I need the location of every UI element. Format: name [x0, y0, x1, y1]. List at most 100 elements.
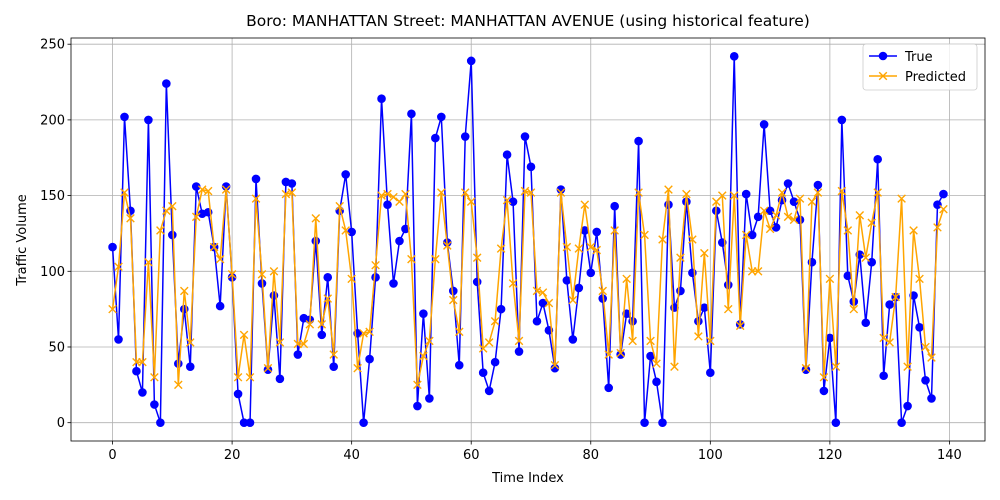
- predicted-point: [221, 185, 231, 194]
- true-point: [927, 394, 936, 403]
- true-point: [706, 368, 715, 378]
- predicted-point: [275, 338, 285, 347]
- true-point: [586, 268, 596, 278]
- predicted-point: [162, 206, 171, 216]
- predicted-point: [454, 327, 464, 337]
- true-point: [610, 201, 619, 211]
- true-point: [831, 418, 841, 427]
- x-axis-label: Time Index: [491, 471, 564, 486]
- predicted-point: [269, 266, 279, 276]
- true-point: [729, 52, 739, 61]
- true-point: [759, 120, 769, 129]
- true-point: [819, 386, 829, 396]
- predicted-point: [365, 327, 374, 337]
- predicted-point: [849, 304, 859, 314]
- true-point: [311, 236, 321, 246]
- legend-entry-true: True: [869, 50, 933, 65]
- true-point: [114, 335, 123, 344]
- true-point: [939, 189, 948, 199]
- predicted-point: [251, 194, 261, 203]
- predicted-point: [861, 253, 871, 262]
- predicted-point: [658, 235, 667, 244]
- x-tick-label: 20: [224, 448, 241, 463]
- true-point: [897, 418, 906, 427]
- true-point: [138, 388, 147, 397]
- predicted-point: [634, 188, 643, 197]
- true-point: [514, 347, 524, 356]
- predicted-point: [395, 197, 404, 206]
- true-point: [341, 170, 350, 179]
- true-point: [132, 366, 141, 376]
- predicted-point: [891, 292, 900, 302]
- predicted-point: [353, 363, 362, 373]
- predicted-point: [448, 295, 458, 305]
- predicted-point: [867, 218, 877, 228]
- predicted-point: [496, 244, 506, 253]
- x-tick-label: 80: [582, 448, 599, 463]
- predicted-point: [598, 286, 608, 296]
- predicted-point: [939, 204, 948, 214]
- series-layer: [108, 52, 948, 427]
- predicted-point: [144, 257, 153, 267]
- predicted-point: [879, 333, 888, 343]
- predicted-point: [389, 192, 398, 202]
- predicted-point: [777, 188, 787, 197]
- predicted-point: [574, 244, 584, 253]
- true-point: [413, 401, 422, 411]
- predicted-point: [610, 226, 619, 235]
- predicted-point: [179, 286, 189, 296]
- true-point: [825, 333, 835, 343]
- predicted-point: [741, 230, 751, 240]
- true-point: [933, 200, 942, 209]
- predicted-point: [556, 188, 566, 197]
- true-point: [120, 112, 129, 122]
- true-point: [162, 79, 171, 88]
- predicted-point: [437, 188, 446, 197]
- legend-entry-predicted: Predicted: [869, 70, 966, 85]
- true-point: [150, 400, 159, 409]
- predicted-point: [586, 242, 596, 252]
- true-point: [425, 394, 434, 403]
- true-point: [233, 389, 243, 399]
- predicted-point: [909, 226, 918, 235]
- predicted-point: [371, 260, 380, 270]
- predicted-point: [550, 360, 560, 370]
- true-point: [909, 291, 918, 300]
- predicted-point: [592, 245, 602, 255]
- true-point: [437, 112, 446, 122]
- true-point: [484, 386, 494, 396]
- predicted-point: [652, 359, 661, 368]
- predicted-point: [831, 362, 841, 371]
- true-point: [293, 350, 303, 359]
- true-point: [431, 133, 440, 143]
- predicted-point: [682, 189, 691, 199]
- true-point: [532, 316, 542, 326]
- predicted-point: [837, 186, 847, 196]
- predicted-point: [150, 372, 159, 382]
- true-point: [604, 383, 614, 393]
- predicted-point: [311, 214, 321, 223]
- predicted-point: [885, 338, 894, 347]
- predicted-point: [580, 200, 590, 209]
- predicted-point: [335, 201, 344, 211]
- true-point: [640, 418, 649, 427]
- true-point: [885, 300, 894, 309]
- true-point: [275, 374, 285, 384]
- predicted-point: [114, 262, 123, 272]
- true-point: [592, 227, 602, 237]
- predicted-point: [759, 206, 769, 216]
- true-point: [694, 316, 703, 326]
- true-point: [472, 277, 482, 287]
- predicted-point: [855, 210, 865, 220]
- true-point: [813, 180, 823, 190]
- predicted-point: [508, 279, 518, 288]
- true-point: [144, 115, 153, 125]
- predicted-point: [239, 330, 249, 340]
- x-tick-label: 40: [343, 448, 360, 463]
- true-point: [837, 115, 847, 125]
- predicted-point: [616, 348, 625, 358]
- true-point: [753, 212, 763, 222]
- true-point: [723, 280, 733, 290]
- true-point: [419, 309, 428, 318]
- predicted-point: [729, 191, 739, 200]
